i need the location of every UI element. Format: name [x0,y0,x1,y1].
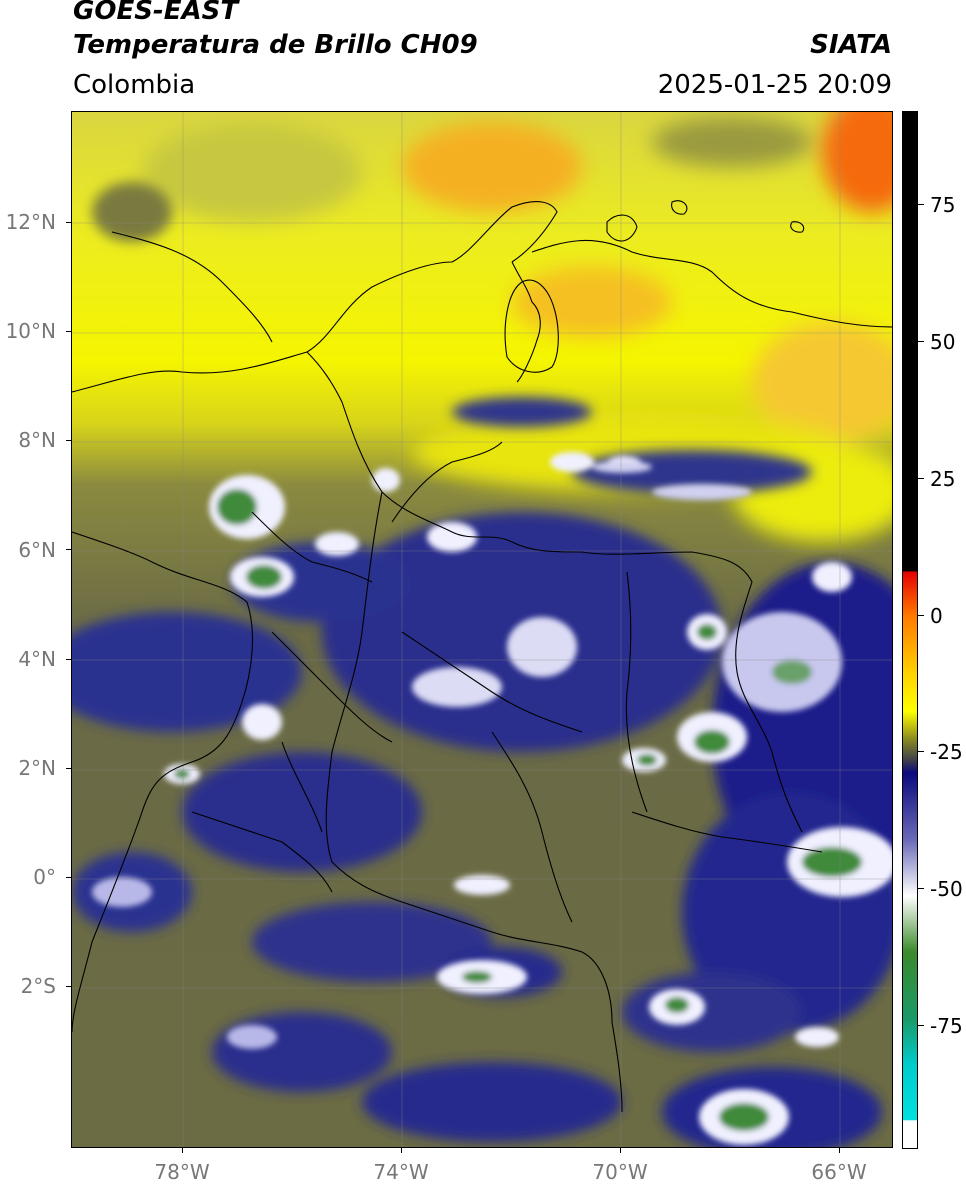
deep-convection [92,452,892,1145]
satellite-map [71,111,893,1148]
lat-label-2n: 2°N [18,756,56,780]
satellite-title: GOES-EAST [73,0,239,26]
colorbar [902,111,918,1149]
lat-label-12n: 12°N [5,210,56,234]
colorbar-label-75: 75 [930,193,956,217]
lon-label-74w: 74°W [373,1160,429,1184]
map-canvas [72,112,892,1147]
lat-label-8n: 8°N [18,428,56,452]
lat-label-10n: 10°N [5,319,56,343]
lat-label-6n: 6°N [18,538,56,562]
lat-label-4n: 4°N [18,647,56,671]
graticule [72,112,892,1147]
lat-label-0: 0° [33,865,56,889]
product-title: Temperatura de Brillo CH09 [73,30,478,60]
coastlines-borders [72,200,892,1113]
colorbar-label-25: 25 [930,467,956,491]
colorbar-label-0: 0 [930,604,943,628]
colorbar-label-m25: -25 [930,740,963,764]
lon-label-66w: 66°W [811,1160,867,1184]
colorbar-label-m50: -50 [930,877,963,901]
region-label: Colombia [73,70,196,100]
lon-label-70w: 70°W [592,1160,648,1184]
colorbar-label-m75: -75 [930,1014,963,1038]
colorbar-label-50: 50 [930,330,956,354]
lat-label-2s: 2°S [20,974,56,998]
datetime-label: 2025-01-25 20:09 [657,70,892,100]
warm-regions [142,112,892,542]
source-label: SIATA [810,30,892,60]
lon-label-78w: 78°W [154,1160,210,1184]
